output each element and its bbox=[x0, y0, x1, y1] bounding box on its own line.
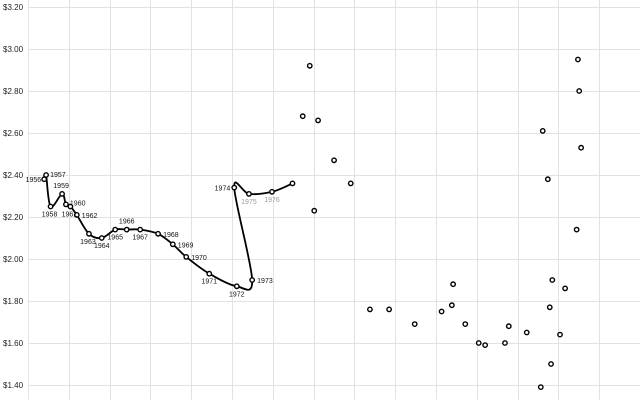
scatter-point bbox=[386, 306, 393, 313]
series-point bbox=[59, 190, 65, 197]
series-point bbox=[183, 253, 190, 260]
point-label: 1969 bbox=[178, 242, 194, 249]
y-tick-label: $2.60 bbox=[3, 129, 24, 138]
scatter-point bbox=[557, 331, 563, 338]
point-labels: 1956 1957 1958 1959 1960 1961 1962 196319641965… bbox=[26, 172, 280, 298]
series-point bbox=[86, 230, 92, 237]
series-point bbox=[43, 172, 49, 178]
y-axis-tick-labels: $3.20 $3.00 $2.80 $2.60 $2.40 $2.20 $2.00 $1.80… bbox=[3, 3, 24, 390]
point-label: 1963 bbox=[80, 239, 96, 246]
connected-series-line bbox=[43, 172, 294, 291]
scatter-point bbox=[448, 302, 455, 309]
series-point bbox=[63, 201, 69, 208]
series-point bbox=[73, 211, 80, 218]
y-tick-label: $3.20 bbox=[3, 3, 24, 12]
y-tick-label: $3.00 bbox=[3, 45, 24, 54]
point-label: 1958 bbox=[42, 212, 58, 219]
series-point bbox=[137, 226, 144, 233]
series-point bbox=[269, 188, 275, 195]
y-tick-label: $1.80 bbox=[3, 297, 24, 306]
point-label: 1973 bbox=[257, 278, 273, 285]
scatter-point bbox=[548, 361, 554, 367]
y-tick-label: $1.40 bbox=[3, 381, 24, 390]
series-point bbox=[233, 283, 240, 290]
scatter-point bbox=[544, 176, 551, 183]
scatter-point bbox=[505, 323, 512, 330]
scatter-point bbox=[411, 321, 418, 327]
series-point bbox=[112, 226, 119, 233]
point-label: 1966 bbox=[119, 219, 135, 226]
y-tick-label: $2.80 bbox=[3, 87, 24, 96]
scatter-point bbox=[450, 281, 457, 288]
scatter-point bbox=[502, 340, 508, 346]
scatter-point bbox=[331, 157, 337, 164]
scatter-point bbox=[576, 88, 583, 94]
series-point bbox=[289, 180, 296, 187]
point-label: 1968 bbox=[163, 232, 179, 239]
series-point bbox=[155, 230, 161, 237]
series-point bbox=[47, 203, 54, 210]
scatter-point bbox=[537, 384, 544, 390]
point-label: 1965 bbox=[107, 235, 123, 242]
point-label: 1976 bbox=[264, 197, 280, 204]
point-label: 1956 bbox=[26, 177, 42, 184]
y-tick-label: $1.60 bbox=[3, 339, 24, 348]
series-point bbox=[249, 277, 256, 283]
scatter-point bbox=[438, 308, 445, 315]
point-label: 1959 bbox=[53, 183, 69, 190]
series-point bbox=[67, 203, 74, 210]
labeled-series-points bbox=[41, 172, 296, 290]
scatter-point bbox=[347, 180, 354, 187]
scatter-point bbox=[315, 117, 321, 124]
scatter-point bbox=[549, 277, 556, 283]
point-label: 1960 bbox=[70, 200, 86, 207]
point-label: 1961 bbox=[62, 212, 78, 219]
series-point bbox=[246, 190, 252, 197]
point-label: 1972 bbox=[229, 291, 245, 298]
scatter-point bbox=[482, 342, 489, 348]
scatter-point bbox=[546, 304, 553, 311]
point-label: 1962 bbox=[82, 213, 98, 220]
point-label: 1967 bbox=[132, 235, 148, 242]
scatter-point bbox=[367, 306, 373, 313]
point-label: 1974 bbox=[215, 186, 231, 193]
series-point bbox=[206, 270, 213, 277]
point-label: 1971 bbox=[201, 279, 217, 286]
scatter-point bbox=[462, 321, 469, 327]
scatter-point bbox=[523, 329, 530, 336]
point-label: 1957 bbox=[50, 172, 66, 179]
scatter-point bbox=[575, 56, 581, 63]
unlabeled-points bbox=[299, 56, 585, 390]
y-tick-label: $2.20 bbox=[3, 213, 24, 222]
scatter-point bbox=[562, 285, 569, 292]
point-label: 1975 bbox=[241, 199, 257, 206]
point-label: 1964 bbox=[94, 243, 110, 250]
scatter-point bbox=[539, 127, 546, 134]
series-point bbox=[123, 226, 130, 233]
scatter-point bbox=[475, 340, 482, 346]
y-tick-label: $2.00 bbox=[3, 255, 24, 264]
scatter-point bbox=[311, 207, 318, 214]
scatter-point bbox=[573, 226, 580, 233]
scatter-point bbox=[306, 62, 313, 69]
scatter-point bbox=[578, 144, 585, 151]
series-point bbox=[98, 235, 105, 241]
scatter-point bbox=[299, 113, 306, 120]
series-point bbox=[169, 241, 176, 248]
gridlines bbox=[28, 0, 640, 400]
series-point bbox=[231, 184, 238, 191]
point-label: 1970 bbox=[191, 255, 207, 262]
y-tick-label: $2.40 bbox=[3, 171, 24, 180]
